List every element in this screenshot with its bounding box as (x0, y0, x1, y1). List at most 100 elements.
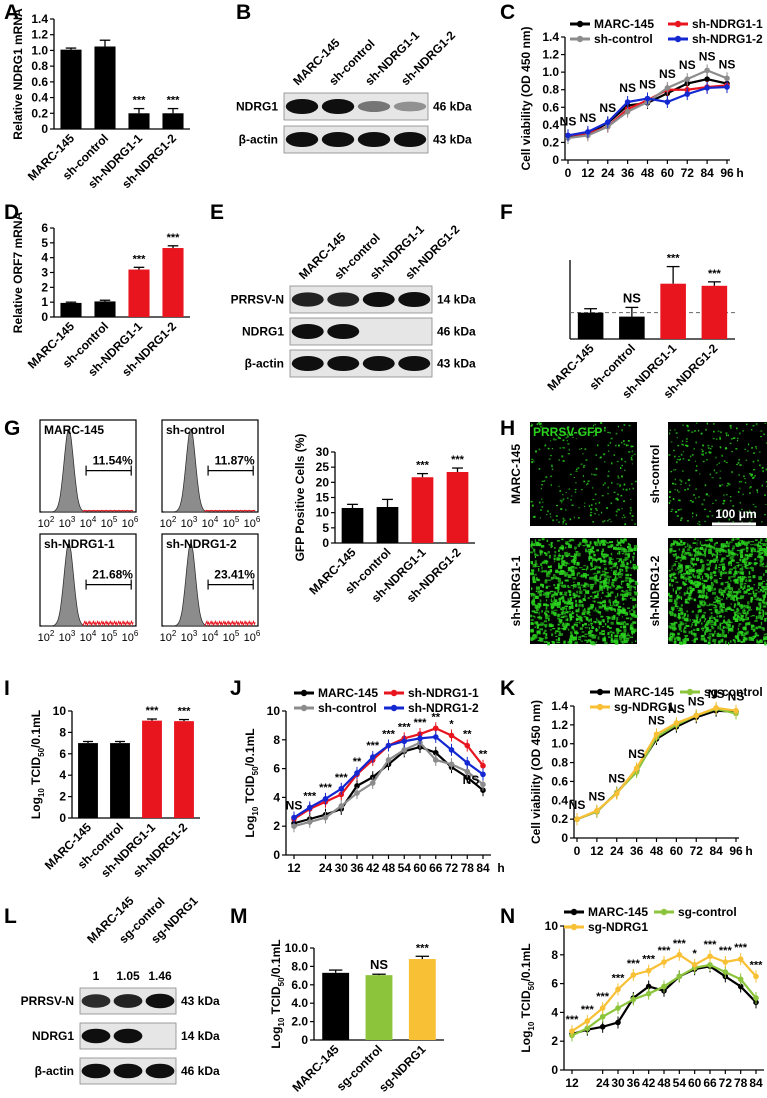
bar (365, 975, 393, 1040)
gfp-cell (599, 589, 604, 591)
gfp-cell (669, 429, 671, 431)
gfp-cell (591, 641, 596, 646)
gfp-cell (691, 568, 695, 573)
gfp-cell (586, 482, 589, 485)
gfp-cell (545, 591, 550, 596)
gfp-cell (573, 562, 576, 565)
gfp-cell (632, 556, 635, 559)
gfp-cell (760, 430, 763, 432)
gfp-cell (628, 424, 631, 427)
gfp-cell (538, 605, 541, 609)
gfp-cell (749, 639, 752, 641)
gfp-cell (536, 630, 541, 634)
gfp-cell (623, 640, 628, 644)
y-tick-label: 1.2 (551, 718, 568, 732)
gfp-cell (545, 476, 548, 479)
data-point (615, 1019, 621, 1026)
gfp-cell (627, 542, 630, 546)
gfp-cell (758, 612, 762, 614)
gfp-cell (538, 423, 541, 426)
gfp-cell (761, 466, 764, 469)
gfp-cell (560, 608, 563, 611)
gfp-cell (562, 523, 564, 525)
legend-label: sh-NDRG1-1 (408, 686, 479, 700)
gfp-cell (621, 635, 626, 639)
legend-label: sg-NDRG1 (588, 920, 648, 934)
gfp-cell (564, 622, 569, 627)
data-point (322, 814, 329, 821)
gfp-cell (669, 633, 672, 637)
data-point (585, 129, 591, 135)
gfp-cell (594, 423, 596, 426)
gfp-cell (551, 610, 554, 615)
gfp-cell (745, 579, 748, 581)
gfp-cell (730, 563, 732, 567)
gfp-cell (730, 640, 732, 643)
gfp-cell (720, 573, 722, 577)
gfp-cell (548, 570, 550, 572)
gfp-cell (611, 579, 616, 582)
gfp-cell (561, 560, 563, 564)
gfp-cell (762, 613, 765, 617)
gfp-cell (749, 486, 752, 488)
gfp-cell (543, 603, 547, 606)
gfp-cell (714, 624, 717, 626)
gfp-cell (590, 622, 593, 625)
gfp-cell (684, 554, 688, 556)
gfp-cell (582, 572, 587, 576)
y-tick-label: 4 (59, 768, 66, 782)
gfp-cell (600, 615, 604, 618)
gfp-cell (713, 616, 716, 619)
gfp-cell (683, 612, 687, 617)
gfp-cell (713, 587, 717, 591)
gfp-cell (743, 638, 746, 643)
gfp-cell (696, 422, 698, 424)
gfp-cell (747, 593, 752, 595)
gfp-cell (737, 461, 740, 464)
gfp-cell (579, 617, 583, 621)
gfp-cell (707, 629, 712, 632)
gfp-cell (593, 430, 596, 432)
gfp-cell (594, 559, 598, 562)
gfp-cell (540, 570, 544, 573)
gfp-cell (623, 621, 626, 623)
gfp-cell (711, 626, 715, 630)
data-point (599, 1013, 606, 1020)
gfp-cell (587, 548, 592, 551)
gfp-cell (581, 488, 583, 491)
gfp-cell (717, 547, 722, 551)
gfp-cell (677, 632, 680, 636)
gfp-cell (545, 637, 548, 639)
gfp-cell (674, 622, 676, 626)
gfp-cell (547, 565, 552, 569)
gfp-cell (610, 437, 613, 440)
gfp-cell (704, 543, 706, 547)
y-tick-label: 8 (551, 948, 558, 962)
bar (94, 46, 116, 129)
gfp-cell (532, 615, 535, 618)
gfp-cell (682, 424, 684, 426)
gfp-cell (582, 453, 584, 455)
gfp-cell (532, 579, 535, 583)
gfp-cell (623, 563, 626, 568)
gfp-cell (720, 543, 725, 546)
gfp-cell (624, 593, 628, 598)
gfp-cell (712, 546, 715, 549)
x-tick-label: 72 (445, 861, 459, 875)
gfp-cell (541, 561, 545, 564)
gfp-cell (611, 481, 613, 484)
gfp-cell (675, 555, 680, 558)
gfp-cell (620, 573, 623, 576)
gfp-cell (562, 498, 565, 501)
gfp-cell (561, 558, 564, 562)
gfp-cell (752, 476, 754, 479)
y-axis-title-part: Log (269, 1027, 283, 1049)
gfp-cell (620, 558, 622, 561)
gfp-cell (745, 622, 747, 626)
gfp-cell (765, 588, 767, 591)
gfp-cell (727, 581, 729, 584)
legend-label: sh-NDRG1-2 (408, 701, 479, 715)
gfp-cell (613, 454, 616, 456)
gfp-cell (719, 437, 722, 440)
gfp-cell (742, 560, 744, 563)
